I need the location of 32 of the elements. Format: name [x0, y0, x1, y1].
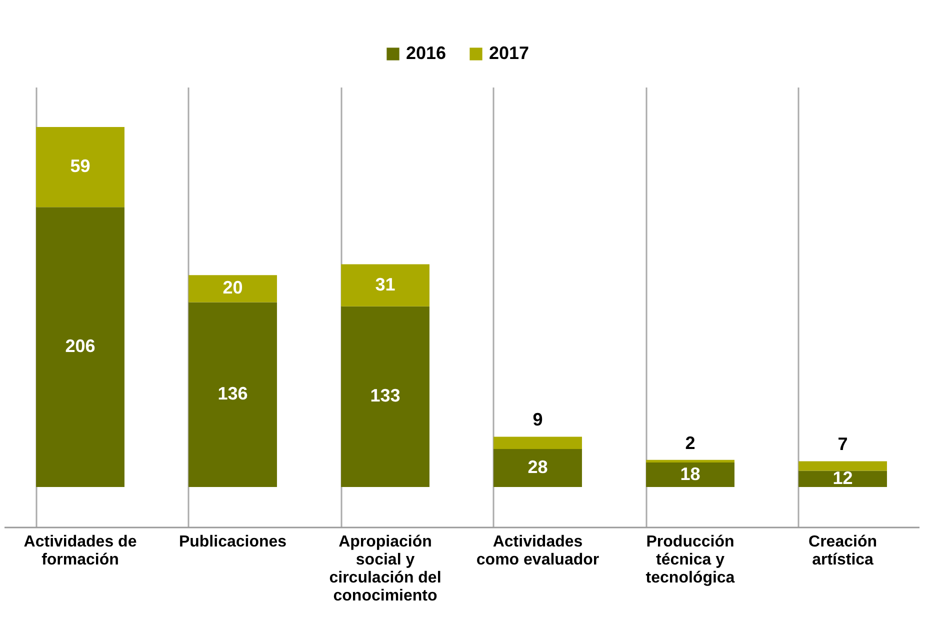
- legend-label: 2016: [406, 43, 446, 63]
- bar: [646, 460, 734, 463]
- bar: [36, 127, 124, 208]
- data-label: 136: [218, 384, 248, 404]
- data-label: 7: [838, 434, 848, 454]
- data-label: 206: [65, 336, 96, 356]
- bar: [36, 207, 124, 487]
- x-tick-label: Apropiación social y circulación del conocimiento: [329, 534, 442, 604]
- data-label: 12: [832, 468, 853, 488]
- bar: [798, 461, 887, 471]
- data-label: 9: [532, 410, 543, 430]
- x-tick-label: Actividades como evaluador: [476, 534, 600, 568]
- bar: [494, 448, 582, 487]
- data-label: 28: [528, 456, 548, 477]
- bar: [798, 470, 887, 487]
- bar: [188, 302, 277, 487]
- bar: [341, 306, 430, 487]
- data-label: 18: [680, 464, 700, 484]
- bar: [646, 462, 734, 487]
- x-tick-label: Publicaciones: [178, 534, 287, 550]
- legend-label: 2017: [489, 43, 530, 63]
- bar: [494, 436, 582, 449]
- data-label: 133: [370, 386, 400, 406]
- data-label: 31: [375, 274, 396, 294]
- x-tick-label: Creación artística: [808, 534, 877, 568]
- data-label: 2: [685, 432, 696, 453]
- x-tick-label: Actividades de formación: [24, 534, 137, 568]
- bar: [341, 264, 430, 306]
- x-tick-label: Producción técnica y tecnológica: [646, 534, 735, 586]
- data-label: 20: [222, 278, 243, 298]
- bar: [188, 275, 277, 302]
- data-label: 59: [70, 156, 90, 176]
